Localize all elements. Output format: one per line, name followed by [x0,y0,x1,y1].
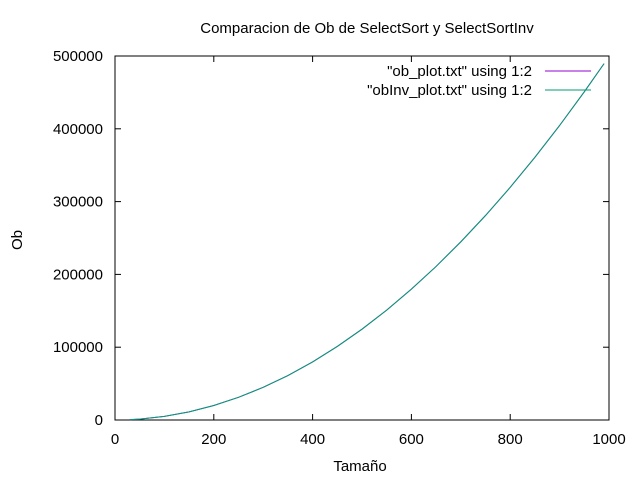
y-tick-label: 0 [95,412,103,429]
y-tick-label: 100000 [53,339,103,356]
legend-label-1: "ob_plot.txt" using 1:2 [387,63,532,80]
legend-label-2: "obInv_plot.txt" using 1:2 [367,82,532,99]
y-tick-label: 300000 [53,194,103,211]
series-line-2 [129,63,605,421]
chart-title: Comparacion de Ob de SelectSort y Select… [200,20,534,37]
plot-frame [114,55,610,421]
x-tick-label: 400 [300,431,325,448]
series-line-1 [129,63,605,421]
x-tick-label: 600 [399,431,424,448]
y-tick-label: 400000 [53,121,103,138]
x-tick-label: 200 [201,431,226,448]
x-tick-label: 1000 [592,431,625,448]
legend: "ob_plot.txt" using 1:2 "obInv_plot.txt" … [367,63,591,99]
series-lines [129,63,605,421]
x-axis-label: Tamaño [333,458,386,475]
y-axis-label: Ob [9,230,26,250]
x-tick-label: 800 [498,431,523,448]
x-tick-label: 0 [111,431,119,448]
axis-ticks: 0 200 400 600 800 1000 0 100000 200000 300000 4000… [53,48,626,448]
y-tick-label: 200000 [53,266,103,283]
y-tick-label: 500000 [53,48,103,65]
